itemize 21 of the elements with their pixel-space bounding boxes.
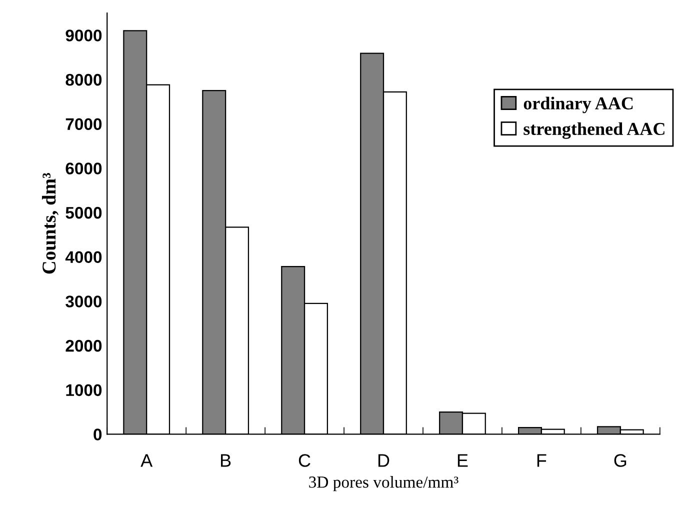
y-tick-label: 7000 xyxy=(66,118,102,130)
y-tick-label: 1000 xyxy=(66,384,102,396)
y-tick-label: 2000 xyxy=(66,340,102,352)
legend-label: strengthened AAC xyxy=(524,122,664,139)
legend-label: ordinary AAC xyxy=(524,96,633,114)
y-tick-label: 8000 xyxy=(66,74,102,86)
y-axis-title: Counts, dm³ xyxy=(42,173,58,274)
y-tick-label: 3000 xyxy=(66,296,102,308)
x-tick-label: C xyxy=(298,454,310,467)
x-tick-label: G xyxy=(614,454,626,467)
x-tick-label: E xyxy=(458,454,468,467)
x-tick-label: D xyxy=(378,454,390,467)
y-tick-label: 9000 xyxy=(66,30,102,42)
y-tick-label: 5000 xyxy=(66,206,102,219)
y-tick-label: 4000 xyxy=(65,251,102,264)
y-tick-label: 0 xyxy=(94,428,102,440)
x-tick-label: B xyxy=(221,454,231,467)
x-axis-title: 3D pores volume/mm³ xyxy=(309,476,458,492)
x-tick-label: F xyxy=(537,454,546,467)
y-tick-label: 6000 xyxy=(66,162,102,174)
x-tick-label: A xyxy=(140,454,153,467)
